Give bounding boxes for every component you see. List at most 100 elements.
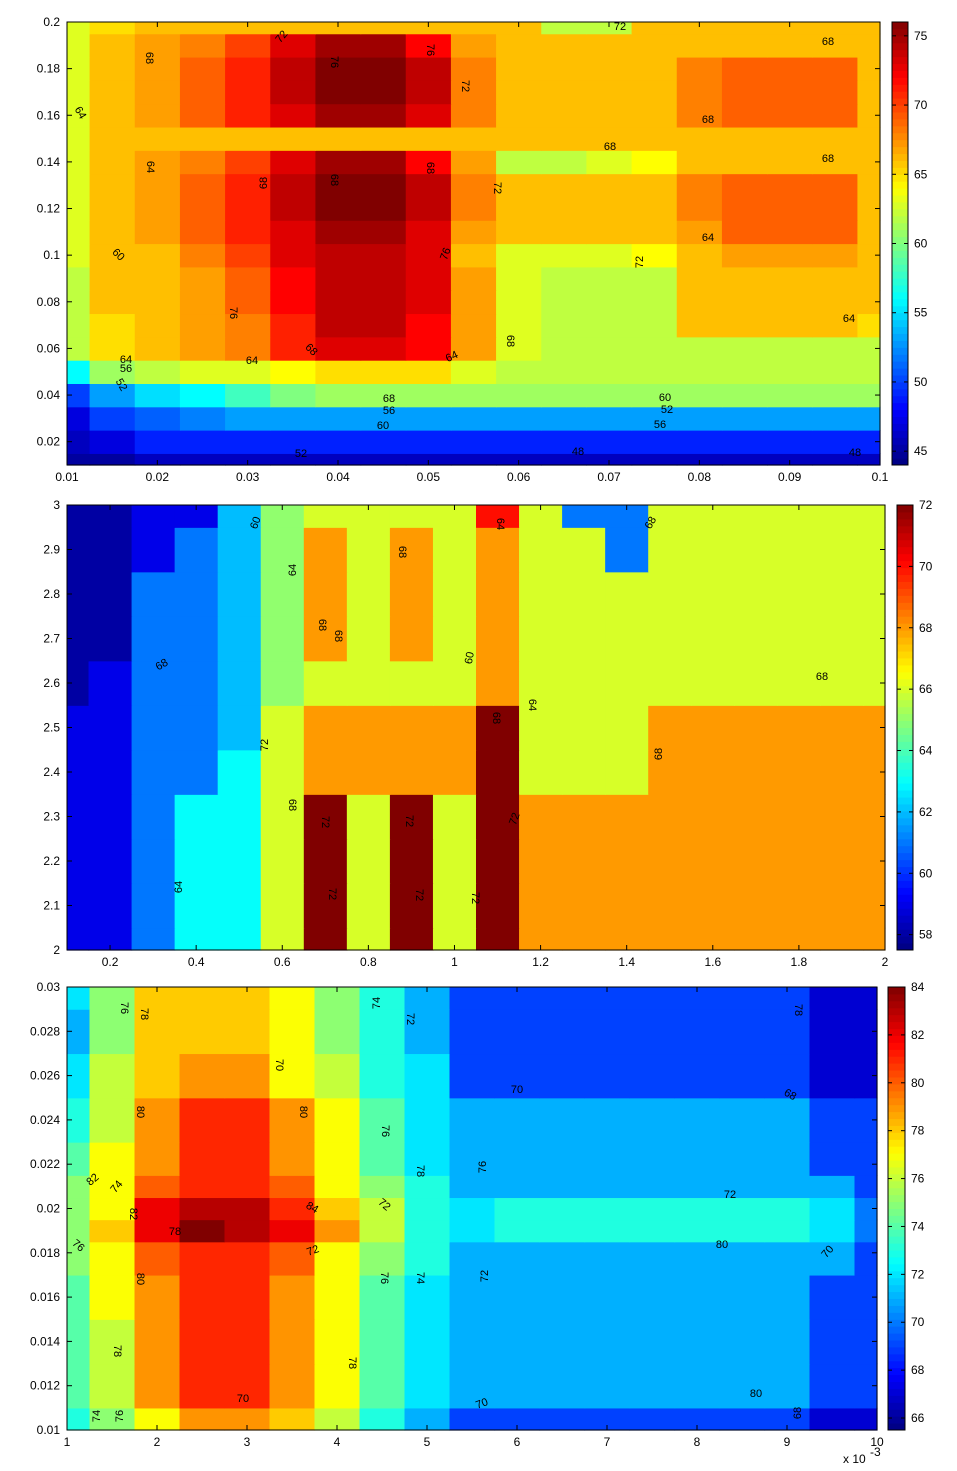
contour-cell (584, 1175, 631, 1199)
y-tick-label: 0.02 (37, 1202, 61, 1216)
contour-cell (450, 150, 497, 175)
contour-cell (315, 33, 362, 58)
contour-cell (562, 616, 606, 662)
contour-cell (225, 173, 271, 198)
contour-cell (270, 313, 317, 338)
contour-cell (224, 1097, 271, 1143)
colorbar-segment (892, 111, 908, 120)
colorbar-tick-label: 66 (919, 682, 933, 696)
contour-cell (584, 1407, 631, 1431)
contour-cell (648, 838, 692, 884)
contour-cell (539, 1241, 586, 1276)
contour-cell (134, 430, 181, 454)
contour-label: 64 (843, 313, 855, 325)
colorbar-segment (888, 1166, 905, 1175)
contour-cell (389, 749, 434, 795)
contour-cell (767, 150, 813, 175)
contour-cell (562, 571, 606, 617)
contour-cell (217, 705, 262, 751)
contour-cell (269, 1407, 316, 1431)
contour-cell (812, 313, 859, 338)
contour-cell (179, 1319, 226, 1365)
contour-cell (863, 794, 886, 840)
contour-cell (820, 505, 865, 528)
contour-label: 76 (477, 1161, 489, 1173)
contour-cell (812, 406, 859, 431)
contour-cell (359, 987, 406, 1010)
contour-label: 80 (134, 1273, 146, 1285)
colorbar-tick-label: 70 (911, 1315, 925, 1329)
colorbar-segment (892, 195, 908, 203)
contour-label: 76 (328, 56, 340, 68)
contour-cell (721, 383, 768, 408)
contour-cell (629, 1097, 676, 1143)
colorbar-segment (897, 657, 913, 666)
contour-cell (405, 126, 452, 151)
contour-cell (854, 1407, 878, 1431)
contour-cell (476, 749, 520, 795)
contour-cell (359, 1219, 406, 1243)
contour-cell (586, 336, 633, 361)
contour-cell (734, 705, 778, 751)
contour-cell (719, 1319, 766, 1365)
contour-cell (767, 80, 813, 105)
y-tick-label: 0.08 (37, 295, 61, 309)
contour-label: 64 (173, 881, 185, 893)
contour-cell (857, 243, 881, 268)
colorbar-segment (892, 361, 908, 369)
contour-cell (854, 987, 878, 1010)
contour-label: 80 (134, 1106, 146, 1118)
contour-cell (820, 527, 865, 573)
colorbar-segment (888, 1160, 905, 1168)
contour-cell (777, 838, 822, 884)
contour-cell (496, 290, 542, 315)
colorbar-segment (897, 546, 913, 555)
contour-cell (562, 527, 606, 573)
contour-cell (764, 1097, 811, 1143)
contour-cell (67, 838, 90, 884)
contour-cell (562, 794, 606, 840)
colorbar-tick-label: 80 (911, 1076, 925, 1090)
contour-cell (719, 1197, 766, 1221)
contour-cell (225, 80, 271, 105)
contour-cell (67, 1407, 91, 1431)
colorbar-segment (892, 375, 908, 383)
contour-cell (449, 1319, 496, 1365)
contour-cell (359, 1053, 406, 1099)
contour-cell (360, 313, 407, 338)
contour-cell (676, 22, 723, 35)
contour-cell (721, 453, 768, 466)
contour-cell (719, 1241, 766, 1276)
contour-label: 60 (659, 392, 671, 404)
colorbar-segment (897, 664, 913, 673)
x-tick-label: 9 (784, 1435, 791, 1449)
colorbar-segment (892, 236, 908, 244)
y-tick-label: 2.4 (43, 765, 60, 779)
contour-cell (648, 616, 692, 662)
colorbar-segment (892, 84, 908, 92)
contour-cell (270, 150, 317, 175)
contour-cell (314, 1097, 361, 1143)
contour-cell (389, 660, 434, 706)
contour-cell (89, 22, 136, 35)
contour-label: 72 (634, 256, 646, 268)
contour-cell (174, 838, 219, 884)
contour-cell (777, 705, 822, 751)
colorbar-segment (897, 824, 913, 833)
contour-cell (586, 266, 633, 291)
contour-cell (89, 453, 136, 466)
contour-cell (225, 103, 271, 128)
contour-cell (494, 1142, 541, 1176)
colorbar-segment (888, 1111, 905, 1120)
contour-cell (854, 1319, 878, 1365)
contour-cell (734, 505, 778, 528)
contour-cell (404, 1142, 451, 1176)
colorbar-segment (897, 748, 913, 756)
x-tick-label: 8 (694, 1435, 701, 1449)
contour-cell (605, 505, 649, 528)
contour-cell (812, 196, 859, 221)
contour-label: 52 (661, 404, 673, 416)
contour-cell (405, 196, 452, 221)
contour-cell (389, 571, 434, 617)
